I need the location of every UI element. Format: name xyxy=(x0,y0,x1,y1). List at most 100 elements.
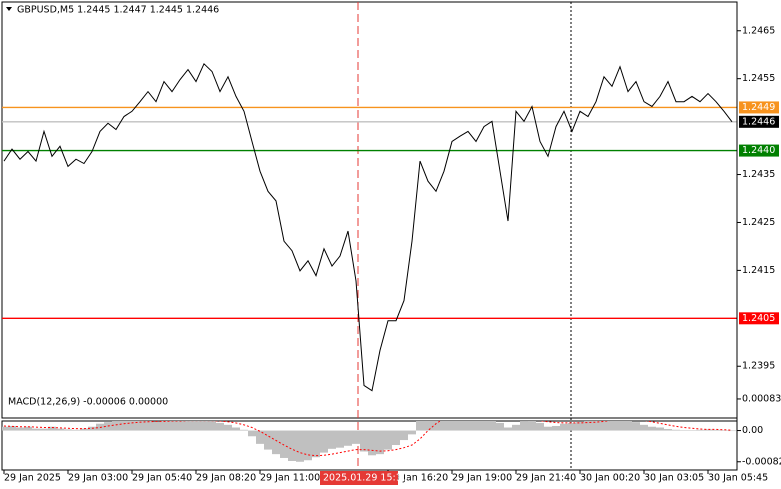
macd-bar xyxy=(144,421,152,431)
price-axis-bg xyxy=(737,0,781,475)
macd-bar xyxy=(128,421,136,431)
macd-bar xyxy=(632,422,640,431)
macd-bar xyxy=(464,421,472,431)
macd-bar xyxy=(528,421,536,431)
y-tick-label: 0.00083 xyxy=(742,393,781,404)
cursor-box xyxy=(320,471,398,485)
y-tick-label: -0.00082 xyxy=(742,456,781,467)
macd-bar xyxy=(496,422,504,431)
macd-bar xyxy=(160,421,168,431)
macd-bar xyxy=(656,427,664,431)
macd-bar xyxy=(376,430,384,455)
x-tick-label: 29 Jan 2025 xyxy=(4,473,61,484)
x-tick-label: 29 Jan 03:00 xyxy=(68,473,128,484)
macd-bar xyxy=(472,421,480,431)
x-tick-label: 30 Jan 05:45 xyxy=(708,473,768,484)
macd-bar xyxy=(336,430,344,448)
x-tick-label: 29 Jan 21:40 xyxy=(516,473,576,484)
level-box xyxy=(739,312,779,325)
macd-bar xyxy=(408,430,416,435)
macd-bar xyxy=(560,423,568,431)
macd-bar xyxy=(640,424,648,431)
macd-bar xyxy=(312,430,320,458)
macd-bar xyxy=(296,430,304,462)
macd-bar xyxy=(304,430,312,461)
macd-bar xyxy=(24,426,32,431)
macd-bar xyxy=(120,421,128,431)
macd-bar xyxy=(272,430,280,455)
signal-line xyxy=(3,421,733,457)
macd-bar xyxy=(720,430,728,431)
macd-bar xyxy=(288,430,296,462)
x-tick-label: 29 Jan 05:40 xyxy=(132,473,192,484)
level-label: 1.2440 xyxy=(742,145,775,156)
level-box xyxy=(739,101,779,114)
title-marker xyxy=(6,7,12,11)
macd-bar xyxy=(344,430,352,446)
macd-bar xyxy=(520,421,528,431)
macd-bar xyxy=(584,421,592,431)
x-tick-label: 29 Jan 11:00 xyxy=(260,473,320,484)
macd-bar xyxy=(424,421,432,431)
macd-bar xyxy=(456,421,464,431)
macd-bar xyxy=(712,429,720,431)
macd-bar xyxy=(16,427,24,431)
level-box xyxy=(739,144,779,157)
macd-plot xyxy=(2,421,736,462)
macd-bar xyxy=(536,422,544,431)
macd-bar xyxy=(32,428,40,431)
macd-bar xyxy=(136,421,144,431)
y-tick-label: 1.2415 xyxy=(742,265,775,276)
macd-bar xyxy=(328,430,336,449)
macd-bar xyxy=(152,421,160,431)
macd-bar xyxy=(728,430,736,432)
macd-bar xyxy=(200,421,208,431)
macd-bar xyxy=(232,427,240,431)
macd-bar xyxy=(256,430,264,444)
macd-bar xyxy=(184,421,192,431)
macd-bar xyxy=(704,429,712,431)
macd-bar xyxy=(600,421,608,431)
macd-bar xyxy=(480,421,488,431)
y-tick-label: 1.2455 xyxy=(742,73,775,84)
macd-bar xyxy=(176,421,184,431)
macd-bar xyxy=(168,421,176,431)
macd-bar xyxy=(64,429,72,431)
x-tick-label: 30 Jan 03:05 xyxy=(644,473,704,484)
macd-bar xyxy=(352,430,360,444)
axes: 1.2465 1.2455 1.2435 1.2425 1.2415 1.2395 1.24… xyxy=(3,0,781,485)
macd-bar xyxy=(608,421,616,431)
macd-bar xyxy=(384,430,392,450)
macd-bar xyxy=(416,421,424,431)
macd-bar xyxy=(648,426,656,431)
macd-bar xyxy=(544,426,552,431)
y-tick-label: 1.2435 xyxy=(742,169,775,180)
cursor-label: 2025.01.29 15:10 xyxy=(323,473,408,484)
macd-bar xyxy=(672,429,680,431)
macd-bar xyxy=(8,425,16,431)
macd-bar xyxy=(248,430,256,437)
macd-bar xyxy=(360,430,368,452)
macd-bar xyxy=(576,422,584,431)
macd-bar xyxy=(2,426,8,431)
macd-bar xyxy=(512,424,520,431)
macd-title: MACD(12,26,9) -0.00006 0.00000 xyxy=(8,397,168,408)
macd-bar xyxy=(192,421,200,431)
macd-bar xyxy=(208,421,216,431)
macd-bar xyxy=(264,430,272,450)
macd-bar xyxy=(320,430,328,453)
x-tick-label: 29 Jan 19:00 xyxy=(452,473,512,484)
macd-bar xyxy=(688,430,696,431)
macd-bar xyxy=(240,429,248,431)
macd-bar xyxy=(48,426,56,431)
macd-bar xyxy=(440,421,448,431)
macd-bar xyxy=(592,421,600,431)
level-label: 1.2405 xyxy=(742,313,775,324)
x-tick-label: 29 Jan 16:20 xyxy=(388,473,448,484)
macd-bar xyxy=(664,429,672,431)
y-tick-label: 1.2395 xyxy=(742,361,775,372)
macd-bar xyxy=(56,428,64,431)
level-label: 1.2449 xyxy=(742,102,775,113)
